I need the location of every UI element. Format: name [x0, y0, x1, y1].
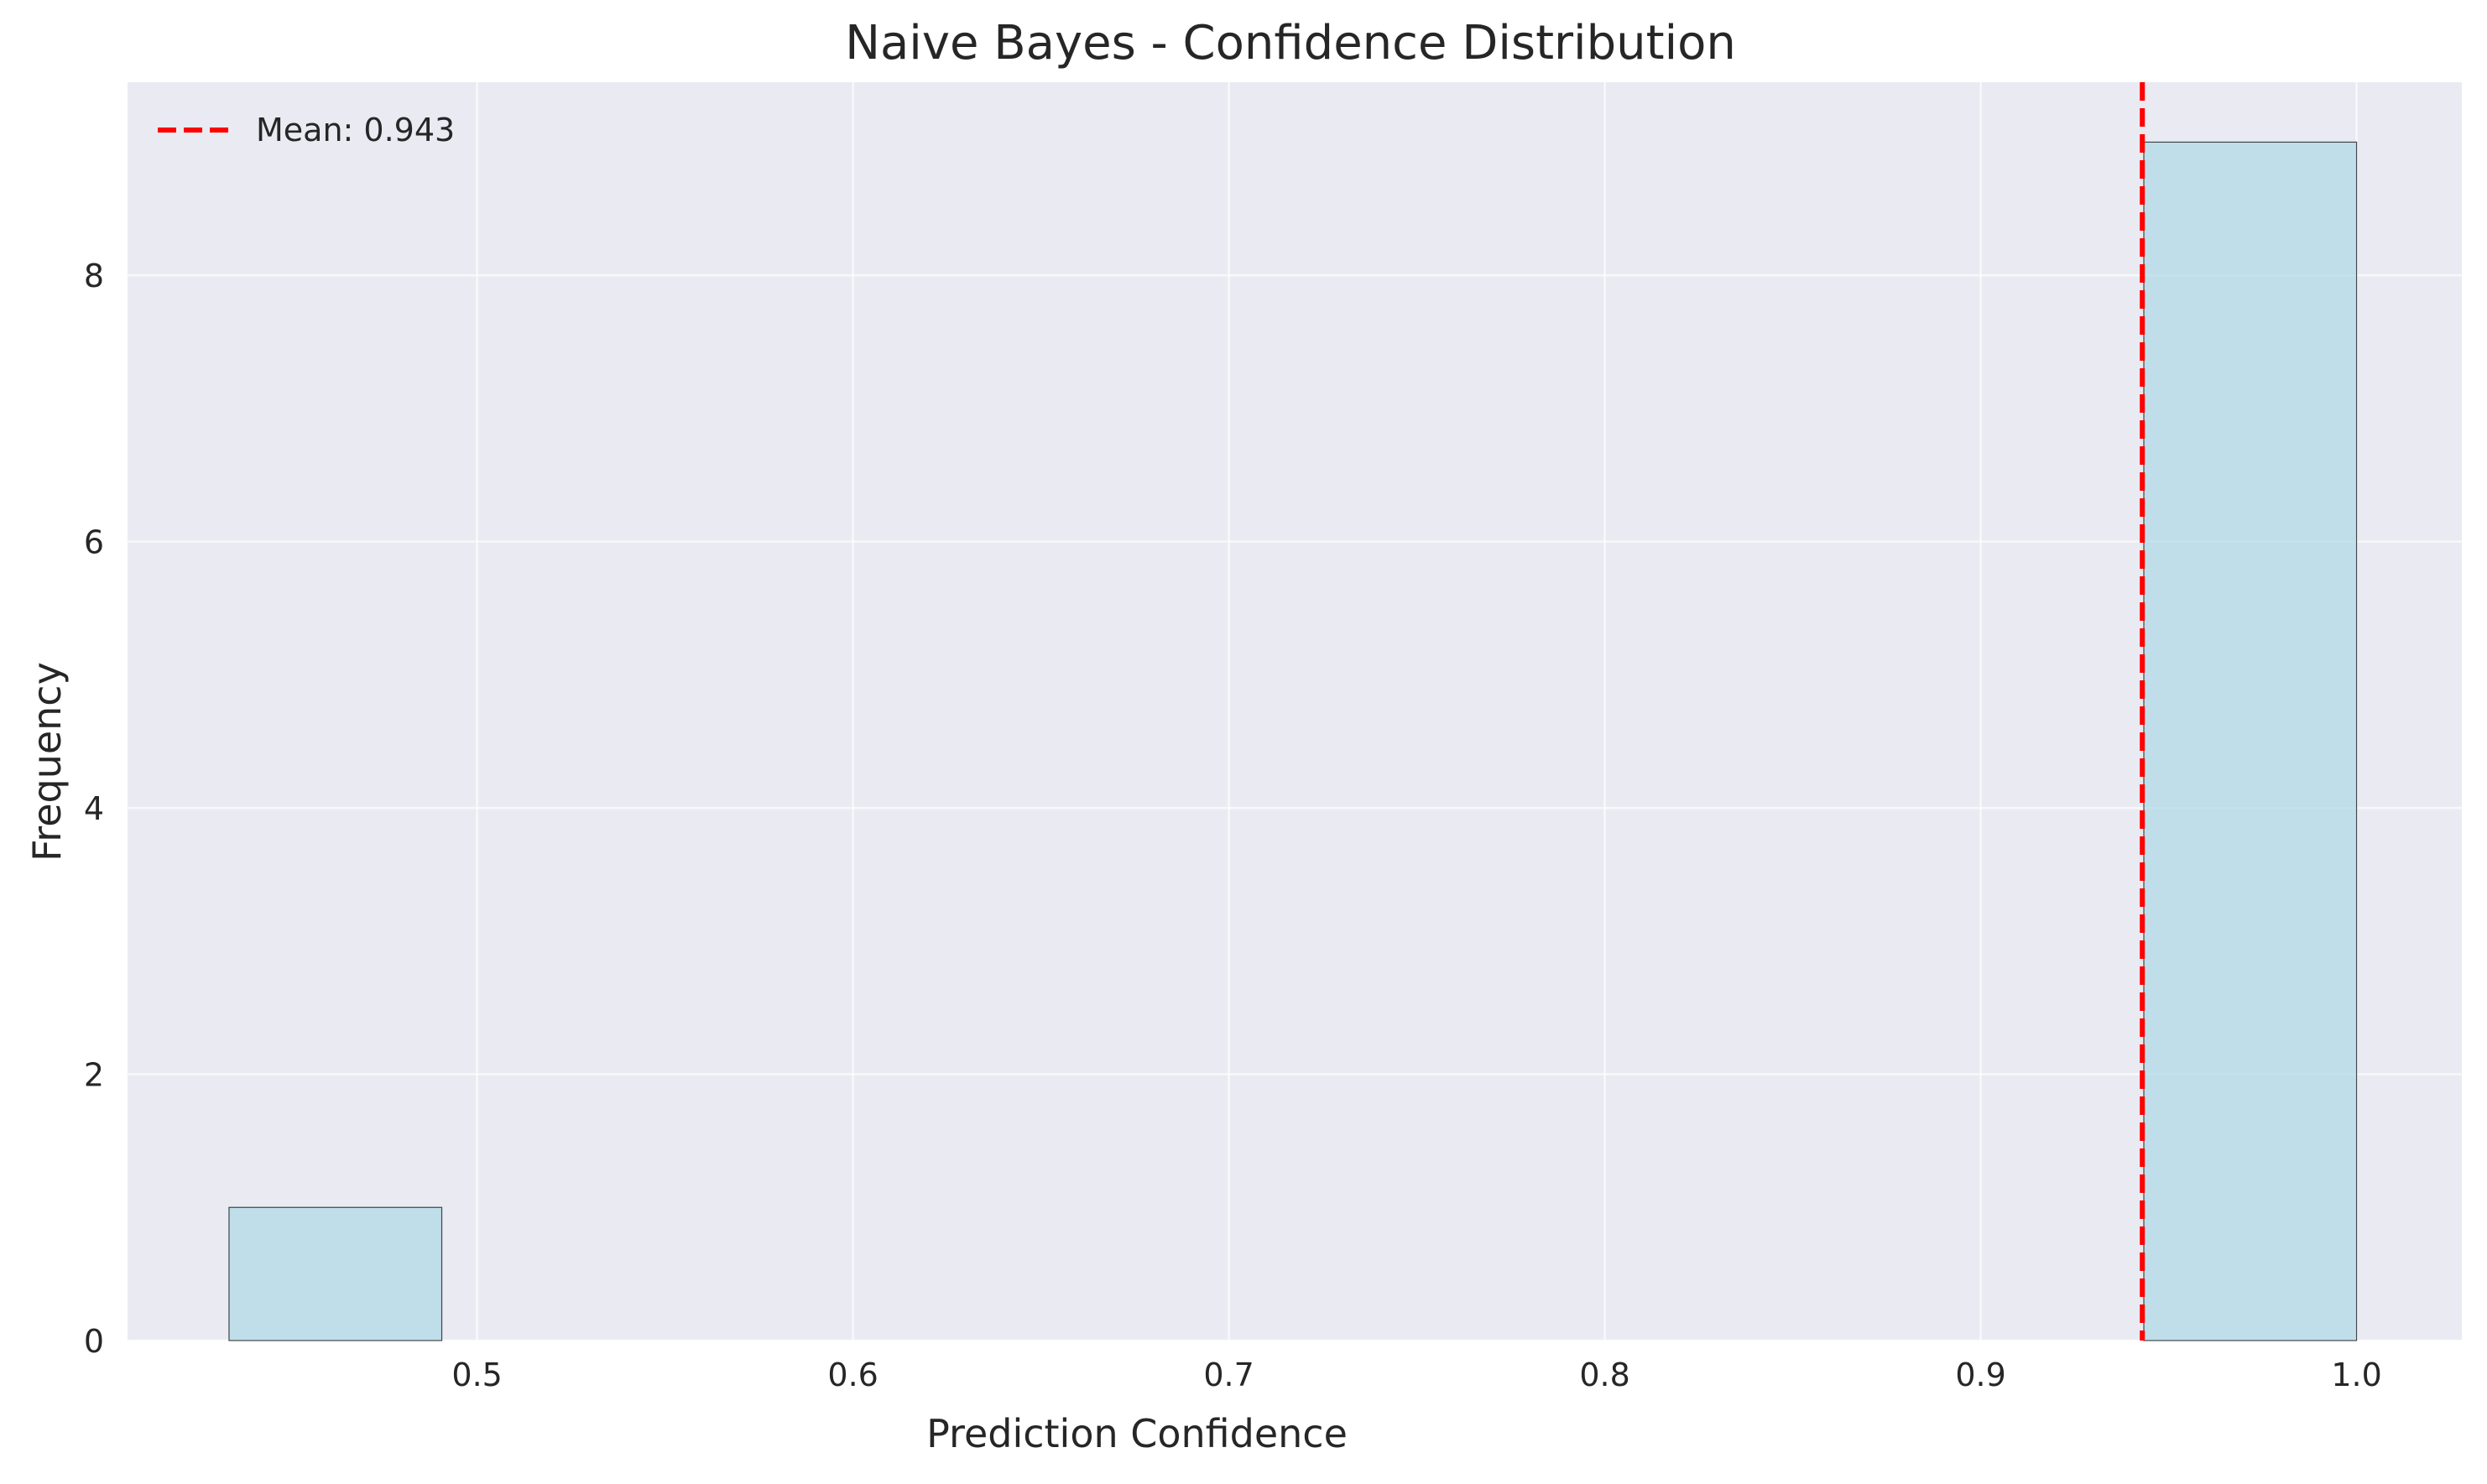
x-tick-label: 0.7 [1203, 1356, 1254, 1393]
y-tick-label: 6 [84, 524, 104, 561]
y-tick-label: 2 [84, 1057, 104, 1094]
x-tick-label: 0.8 [1579, 1356, 1629, 1393]
plot-background [128, 82, 2462, 1341]
x-tick-label: 0.6 [827, 1356, 878, 1393]
legend-label-mean: Mean: 0.943 [256, 112, 455, 148]
histogram-bar [228, 1206, 443, 1341]
x-tick-label: 0.9 [1955, 1356, 2005, 1393]
y-tick-label: 0 [84, 1323, 104, 1360]
chart-title: Naive Bayes - Confidence Distribution [845, 16, 1736, 70]
x-tick-label: 0.5 [451, 1356, 502, 1393]
plot-layer: 0.5 0.6 0.7 0.8 0.9 1.0 0 2 4 6 8 Mean: 0.943 [84, 82, 2462, 1393]
y-tick-label: 8 [84, 258, 104, 294]
y-tick-label: 4 [84, 790, 104, 827]
histogram-bar [2143, 141, 2358, 1341]
y-axis-label: Frequency [24, 662, 70, 862]
x-axis-label: Prediction Confidence [926, 1411, 1348, 1456]
x-tick-label: 1.0 [2331, 1356, 2381, 1393]
